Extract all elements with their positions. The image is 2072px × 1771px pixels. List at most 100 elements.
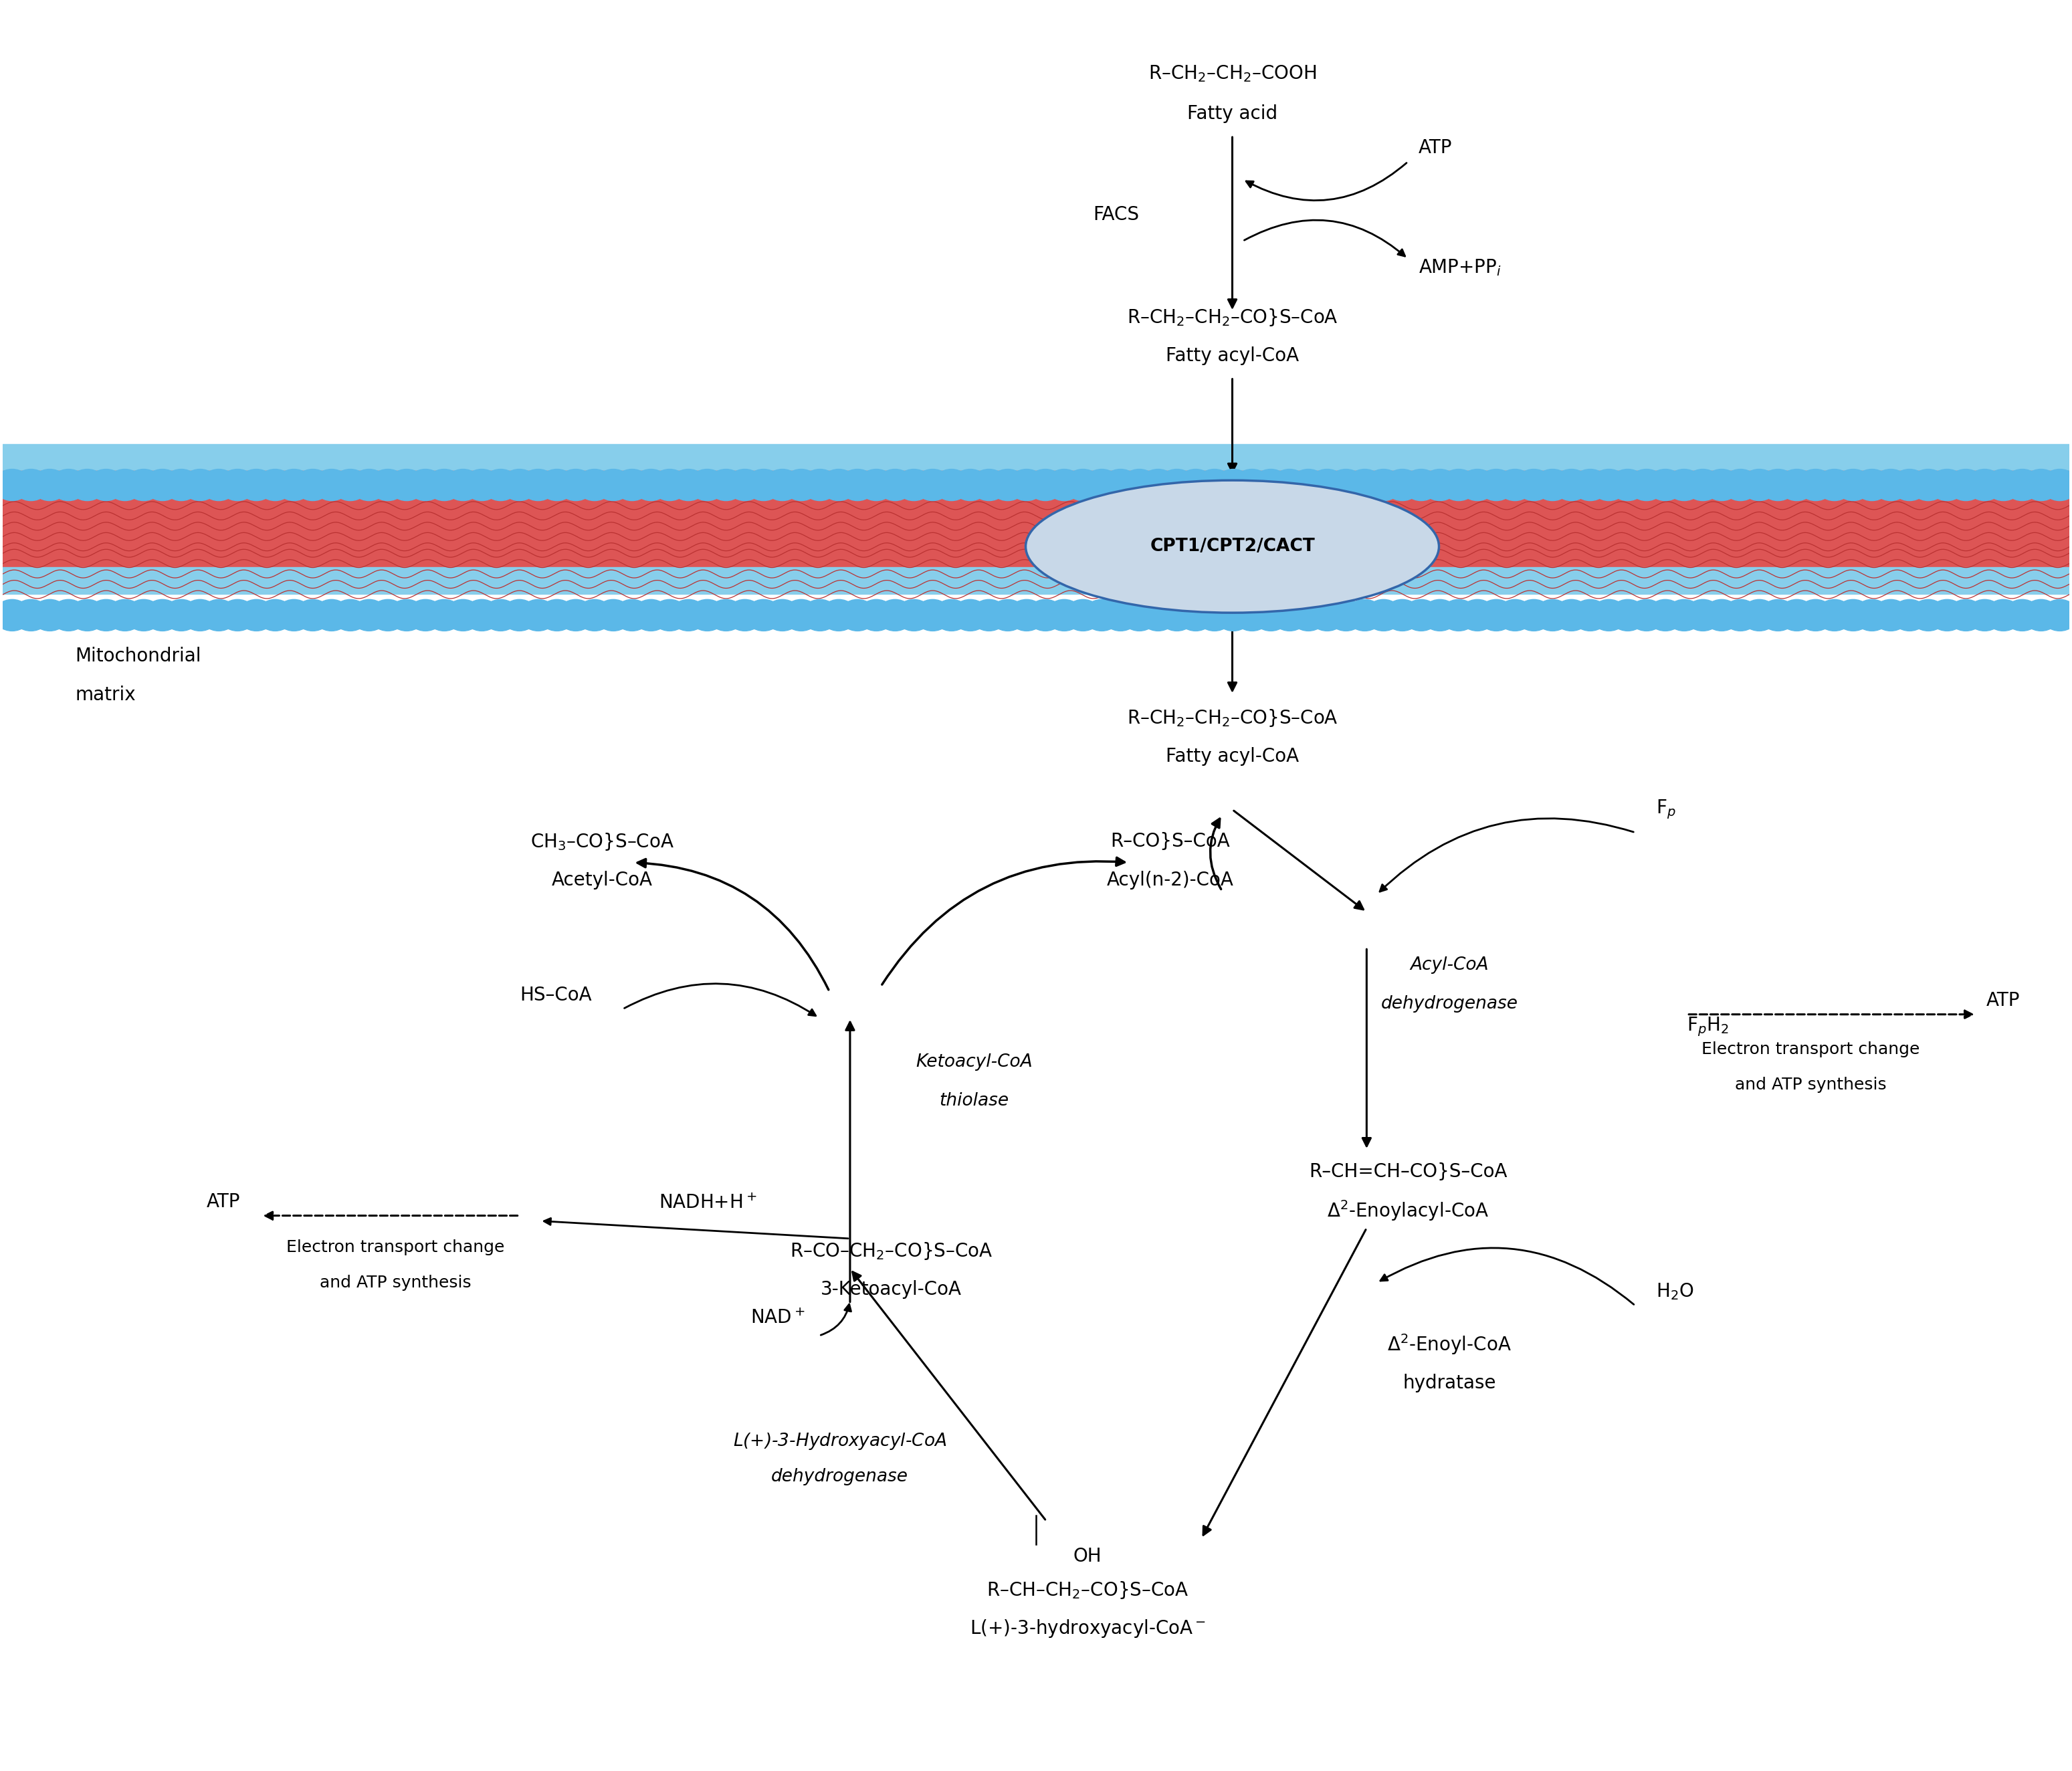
Circle shape — [1515, 469, 1552, 501]
Circle shape — [839, 599, 876, 630]
Text: ATP: ATP — [1987, 992, 2020, 1009]
Circle shape — [1722, 599, 1759, 630]
Circle shape — [1778, 599, 1815, 630]
Circle shape — [406, 469, 443, 501]
Circle shape — [464, 469, 499, 501]
Text: R–CH$_2$–CH$_2$–COOH: R–CH$_2$–CH$_2$–COOH — [1148, 64, 1316, 83]
Circle shape — [350, 469, 387, 501]
Text: Acetyl-CoA: Acetyl-CoA — [551, 871, 653, 889]
Circle shape — [1102, 469, 1140, 501]
Circle shape — [1158, 599, 1196, 630]
Circle shape — [1929, 469, 1966, 501]
Circle shape — [1610, 469, 1645, 501]
Circle shape — [1046, 469, 1082, 501]
Circle shape — [1910, 469, 1948, 501]
Circle shape — [1948, 469, 1985, 501]
Text: L(+)-3-hydroxyacyl-CoA$^-$: L(+)-3-hydroxyacyl-CoA$^-$ — [970, 1619, 1206, 1640]
Circle shape — [914, 599, 951, 630]
Bar — [2, 567, 2070, 593]
Circle shape — [501, 469, 539, 501]
Circle shape — [31, 599, 68, 630]
Circle shape — [68, 599, 106, 630]
Circle shape — [87, 469, 124, 501]
Text: R–CH$_2$–CH$_2$–CO}S–CoA: R–CH$_2$–CH$_2$–CO}S–CoA — [1127, 707, 1339, 728]
Text: dehydrogenase: dehydrogenase — [771, 1468, 908, 1486]
Circle shape — [1365, 469, 1403, 501]
Circle shape — [557, 469, 595, 501]
Circle shape — [990, 469, 1026, 501]
Circle shape — [1421, 599, 1459, 630]
Circle shape — [1647, 469, 1685, 501]
Circle shape — [87, 599, 124, 630]
Circle shape — [1854, 469, 1890, 501]
Circle shape — [313, 469, 350, 501]
Circle shape — [276, 599, 313, 630]
Circle shape — [595, 469, 632, 501]
Circle shape — [1251, 469, 1289, 501]
Bar — [2, 471, 2070, 567]
Circle shape — [1703, 599, 1740, 630]
Circle shape — [427, 469, 462, 501]
Circle shape — [1214, 599, 1251, 630]
Circle shape — [1759, 599, 1796, 630]
Text: NADH+H$^+$: NADH+H$^+$ — [659, 1194, 756, 1213]
Circle shape — [688, 469, 725, 501]
Text: dehydrogenase: dehydrogenase — [1380, 995, 1519, 1013]
Circle shape — [1815, 599, 1852, 630]
Circle shape — [1533, 469, 1571, 501]
Circle shape — [145, 469, 180, 501]
Circle shape — [1196, 469, 1233, 501]
Circle shape — [932, 599, 970, 630]
Circle shape — [483, 469, 518, 501]
Circle shape — [821, 469, 858, 501]
Circle shape — [257, 469, 294, 501]
Circle shape — [1685, 599, 1722, 630]
Circle shape — [387, 599, 425, 630]
Circle shape — [294, 599, 332, 630]
Circle shape — [1910, 599, 1948, 630]
Circle shape — [1929, 599, 1966, 630]
Circle shape — [1873, 599, 1908, 630]
Circle shape — [1740, 469, 1778, 501]
Circle shape — [1384, 599, 1421, 630]
Circle shape — [895, 599, 932, 630]
Circle shape — [688, 599, 725, 630]
Circle shape — [1796, 599, 1834, 630]
Circle shape — [576, 599, 613, 630]
Circle shape — [2022, 469, 2060, 501]
Circle shape — [746, 469, 781, 501]
Circle shape — [124, 469, 162, 501]
Text: Fatty acid: Fatty acid — [1187, 104, 1278, 124]
Text: F$_p$H$_2$: F$_p$H$_2$ — [1687, 1015, 1728, 1038]
Circle shape — [445, 599, 481, 630]
Text: Ketoacyl-CoA: Ketoacyl-CoA — [916, 1054, 1032, 1071]
Text: $\Delta^2$-Enoyl-CoA: $\Delta^2$-Enoyl-CoA — [1386, 1332, 1510, 1357]
Circle shape — [669, 599, 707, 630]
Circle shape — [445, 469, 481, 501]
Circle shape — [613, 469, 651, 501]
Circle shape — [1573, 469, 1608, 501]
Circle shape — [951, 599, 988, 630]
Circle shape — [520, 599, 557, 630]
Circle shape — [951, 469, 988, 501]
Circle shape — [651, 469, 688, 501]
Circle shape — [858, 469, 895, 501]
Circle shape — [1028, 599, 1063, 630]
Circle shape — [1685, 469, 1722, 501]
Text: $\Delta^2$-Enoylacyl-CoA: $\Delta^2$-Enoylacyl-CoA — [1326, 1199, 1490, 1222]
Circle shape — [276, 469, 313, 501]
Circle shape — [1948, 599, 1985, 630]
Circle shape — [970, 599, 1007, 630]
Circle shape — [858, 599, 895, 630]
Circle shape — [501, 599, 539, 630]
Circle shape — [1009, 599, 1044, 630]
Circle shape — [12, 599, 50, 630]
Circle shape — [895, 469, 932, 501]
Circle shape — [1629, 469, 1666, 501]
Text: $L$(+)-3-Hydroxyacyl-CoA: $L$(+)-3-Hydroxyacyl-CoA — [733, 1431, 947, 1452]
Text: H$_2$O: H$_2$O — [1656, 1282, 1693, 1302]
Circle shape — [164, 599, 199, 630]
Circle shape — [1496, 469, 1533, 501]
Text: NAD$^+$: NAD$^+$ — [750, 1309, 804, 1328]
Circle shape — [1515, 599, 1552, 630]
